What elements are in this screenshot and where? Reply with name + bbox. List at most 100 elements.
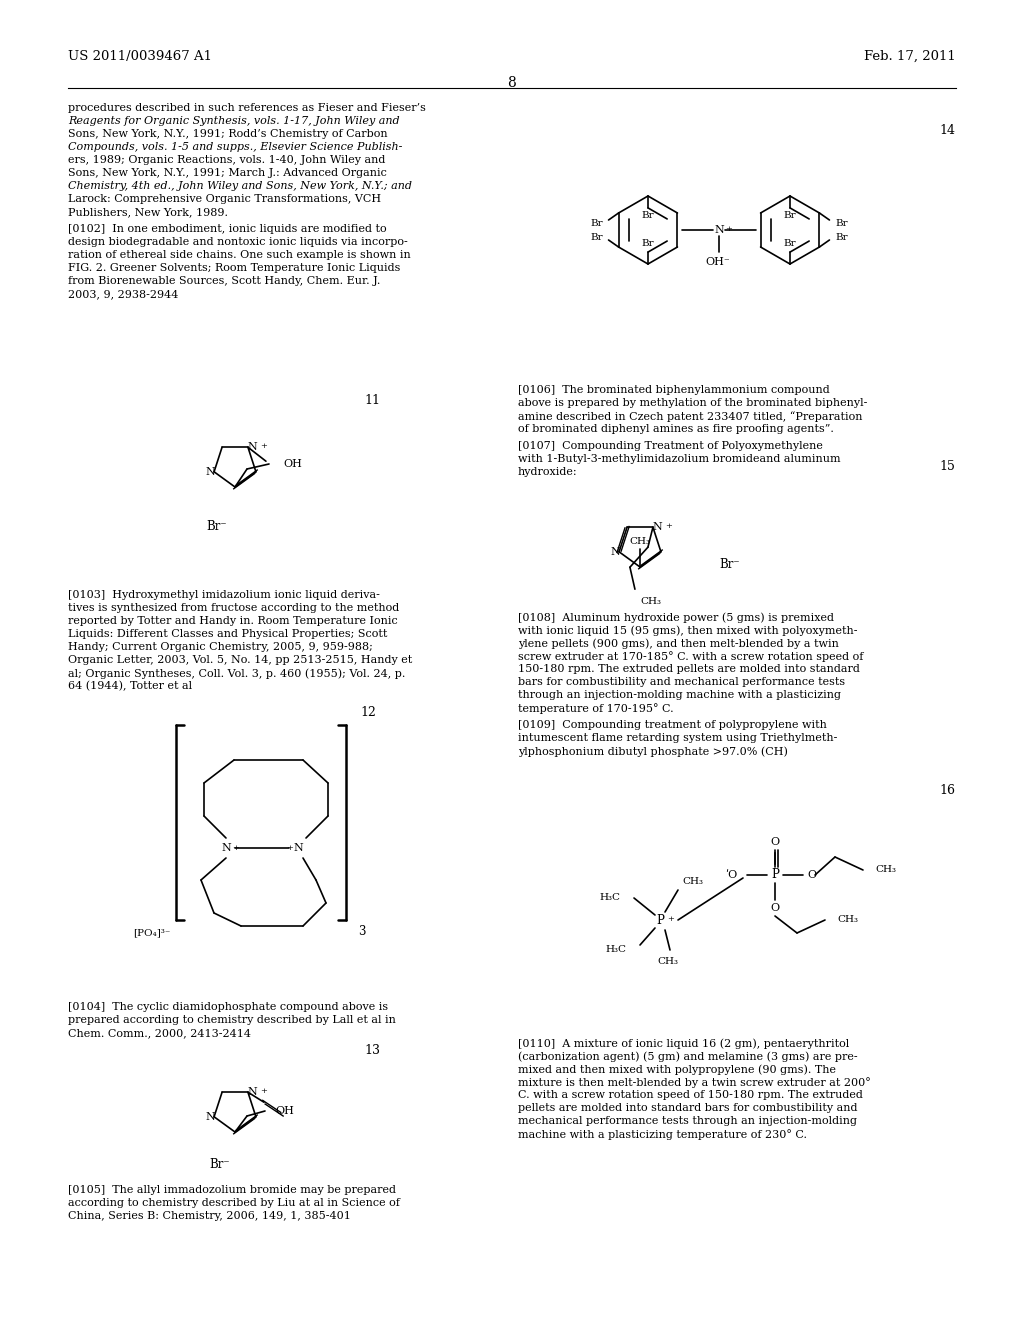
Text: Sons, New York, N.Y., 1991; March J.: Advanced Organic: Sons, New York, N.Y., 1991; March J.: Ad… <box>68 168 387 178</box>
Text: Br: Br <box>836 219 848 227</box>
Text: 150-180 rpm. The extruded pellets are molded into standard: 150-180 rpm. The extruded pellets are mo… <box>518 664 860 675</box>
Text: procedures described in such references as Fieser and Fieser’s: procedures described in such references … <box>68 103 426 114</box>
Text: Compounds, vols. 1-5 and supps., Elsevier Science Publish-: Compounds, vols. 1-5 and supps., Elsevie… <box>68 143 402 152</box>
Text: C. with a screw rotation speed of 150-180 rpm. The extruded: C. with a screw rotation speed of 150-18… <box>518 1090 863 1100</box>
Text: Handy; Current Organic Chemistry, 2005, 9, 959-988;: Handy; Current Organic Chemistry, 2005, … <box>68 642 373 652</box>
Text: Chem. Comm., 2000, 2413-2414: Chem. Comm., 2000, 2413-2414 <box>68 1028 251 1038</box>
Text: 3: 3 <box>358 925 366 939</box>
Text: O: O <box>807 870 816 880</box>
Text: Br: Br <box>783 211 797 220</box>
Text: +: + <box>286 843 293 851</box>
Text: N: N <box>714 224 724 235</box>
Text: [0107]  Compounding Treatment of Polyoxymethylene: [0107] Compounding Treatment of Polyoxym… <box>518 441 823 451</box>
Text: O: O <box>770 903 779 913</box>
Text: N: N <box>205 467 215 477</box>
Text: Sons, New York, N.Y., 1991; Rodd’s Chemistry of Carbon: Sons, New York, N.Y., 1991; Rodd’s Chemi… <box>68 129 388 139</box>
Text: ylphosphonium dibutyl phosphate >97.0% (CH): ylphosphonium dibutyl phosphate >97.0% (… <box>518 746 787 756</box>
Text: +: + <box>665 523 672 531</box>
Text: +: + <box>260 1088 267 1096</box>
Text: [0109]  Compounding treatment of polypropylene with: [0109] Compounding treatment of polyprop… <box>518 719 826 730</box>
Text: al; Organic Syntheses, Coll. Vol. 3, p. 460 (1955); Vol. 24, p.: al; Organic Syntheses, Coll. Vol. 3, p. … <box>68 668 406 678</box>
Text: bars for combustibility and mechanical performance tests: bars for combustibility and mechanical p… <box>518 677 845 686</box>
Text: through an injection-molding machine with a plasticizing: through an injection-molding machine wit… <box>518 690 841 700</box>
Text: [0105]  The allyl immadozolium bromide may be prepared: [0105] The allyl immadozolium bromide ma… <box>68 1185 396 1195</box>
Text: Br: Br <box>642 239 654 248</box>
Text: design biodegradable and nontoxic ionic liquids via incorpo-: design biodegradable and nontoxic ionic … <box>68 238 408 247</box>
Text: N: N <box>610 546 620 557</box>
Text: 64 (1944), Totter et al: 64 (1944), Totter et al <box>68 681 193 692</box>
Text: mechanical performance tests through an injection-molding: mechanical performance tests through an … <box>518 1115 857 1126</box>
Text: 8: 8 <box>508 77 516 90</box>
Text: 12: 12 <box>360 706 376 719</box>
Text: from Biorenewable Sources, Scott Handy, Chem. Eur. J.: from Biorenewable Sources, Scott Handy, … <box>68 276 380 286</box>
Text: [0104]  The cyclic diamidophosphate compound above is: [0104] The cyclic diamidophosphate compo… <box>68 1002 388 1012</box>
Text: CH₃: CH₃ <box>630 536 650 545</box>
Text: N: N <box>652 523 662 532</box>
Text: 2003, 9, 2938-2944: 2003, 9, 2938-2944 <box>68 289 178 300</box>
Text: mixture is then melt-blended by a twin screw extruder at 200°: mixture is then melt-blended by a twin s… <box>518 1077 870 1088</box>
Text: H₃C: H₃C <box>605 945 626 954</box>
Text: [PO₄]³⁻: [PO₄]³⁻ <box>133 928 171 937</box>
Text: temperature of 170-195° C.: temperature of 170-195° C. <box>518 704 674 714</box>
Text: N: N <box>205 1111 215 1122</box>
Text: ers, 1989; Organic Reactions, vols. 1-40, John Wiley and: ers, 1989; Organic Reactions, vols. 1-40… <box>68 154 385 165</box>
Text: Publishers, New York, 1989.: Publishers, New York, 1989. <box>68 207 228 216</box>
Text: [0103]  Hydroxymethyl imidazolium ionic liquid deriva-: [0103] Hydroxymethyl imidazolium ionic l… <box>68 590 380 601</box>
Text: intumescent flame retarding system using Triethylmeth-: intumescent flame retarding system using… <box>518 733 838 743</box>
Text: N: N <box>221 843 230 853</box>
Text: according to chemistry described by Liu at al in Science of: according to chemistry described by Liu … <box>68 1199 400 1208</box>
Text: N: N <box>247 442 257 453</box>
Text: reported by Totter and Handy in. Room Temperature Ionic: reported by Totter and Handy in. Room Te… <box>68 616 397 626</box>
Text: Br⁻: Br⁻ <box>720 558 740 572</box>
Text: CH₃: CH₃ <box>682 878 703 887</box>
Text: with ionic liquid 15 (95 gms), then mixed with polyoxymeth-: with ionic liquid 15 (95 gms), then mixe… <box>518 624 857 635</box>
Text: CH₃: CH₃ <box>640 597 660 606</box>
Text: Feb. 17, 2011: Feb. 17, 2011 <box>864 50 956 63</box>
Text: OH⁻: OH⁻ <box>705 257 730 267</box>
Text: 11: 11 <box>364 393 380 407</box>
Text: FIG. 2. Greener Solvents; Room Temperature Ionic Liquids: FIG. 2. Greener Solvents; Room Temperatu… <box>68 263 400 273</box>
Text: +: + <box>667 915 674 923</box>
Text: Br: Br <box>590 219 603 227</box>
Text: Br⁻: Br⁻ <box>207 520 227 533</box>
Text: above is prepared by methylation of the brominated biphenyl-: above is prepared by methylation of the … <box>518 399 867 408</box>
Text: 13: 13 <box>364 1044 380 1056</box>
Text: China, Series B: Chemistry, 2006, 149, 1, 385-401: China, Series B: Chemistry, 2006, 149, 1… <box>68 1210 351 1221</box>
Text: H₃C: H₃C <box>599 894 620 903</box>
Text: Br⁻: Br⁻ <box>210 1159 230 1172</box>
Text: with 1-Butyl-3-methylimidazolium bromideand aluminum: with 1-Butyl-3-methylimidazolium bromide… <box>518 454 841 465</box>
Text: N: N <box>247 1088 257 1097</box>
Text: pellets are molded into standard bars for combustibility and: pellets are molded into standard bars fo… <box>518 1104 857 1113</box>
Text: mixed and then mixed with polypropylene (90 gms). The: mixed and then mixed with polypropylene … <box>518 1064 836 1074</box>
Text: OH: OH <box>283 459 302 469</box>
Text: P: P <box>656 913 664 927</box>
Text: Br: Br <box>642 211 654 220</box>
Text: ylene pellets (900 gms), and then melt-blended by a twin: ylene pellets (900 gms), and then melt-b… <box>518 638 839 648</box>
Text: amine described in Czech patent 233407 titled, “Preparation: amine described in Czech patent 233407 t… <box>518 411 862 422</box>
Text: Liquids: Different Classes and Physical Properties; Scott: Liquids: Different Classes and Physical … <box>68 630 387 639</box>
Text: P: P <box>771 869 779 882</box>
Text: (carbonization agent) (5 gm) and melamine (3 gms) are pre-: (carbonization agent) (5 gm) and melamin… <box>518 1051 858 1061</box>
Text: 16: 16 <box>939 784 955 796</box>
Text: CH₃: CH₃ <box>874 866 896 874</box>
Text: Br: Br <box>836 232 848 242</box>
Text: [0110]  A mixture of ionic liquid 16 (2 gm), pentaerythritol: [0110] A mixture of ionic liquid 16 (2 g… <box>518 1038 849 1048</box>
Text: Reagents for Organic Synthesis, vols. 1-17, John Wiley and: Reagents for Organic Synthesis, vols. 1-… <box>68 116 399 125</box>
Text: 15: 15 <box>939 461 955 474</box>
Text: +: + <box>232 843 239 851</box>
Text: [0102]  In one embodiment, ionic liquids are modified to: [0102] In one embodiment, ionic liquids … <box>68 224 387 234</box>
Text: hydroxide:: hydroxide: <box>518 467 578 477</box>
Text: US 2011/0039467 A1: US 2011/0039467 A1 <box>68 50 212 63</box>
Text: Chemistry, 4th ed., John Wiley and Sons, New York, N.Y.; and: Chemistry, 4th ed., John Wiley and Sons,… <box>68 181 412 191</box>
Text: +: + <box>725 224 732 234</box>
Text: OH: OH <box>275 1106 294 1115</box>
Text: Larock: Comprehensive Organic Transformations, VCH: Larock: Comprehensive Organic Transforma… <box>68 194 381 205</box>
Text: [0108]  Aluminum hydroxide power (5 gms) is premixed: [0108] Aluminum hydroxide power (5 gms) … <box>518 612 834 623</box>
Text: CH₃: CH₃ <box>837 916 858 924</box>
Text: screw extruder at 170-185° C. with a screw rotation speed of: screw extruder at 170-185° C. with a scr… <box>518 651 863 661</box>
Text: CH₃: CH₃ <box>657 957 679 966</box>
Text: [0106]  The brominated biphenylammonium compound: [0106] The brominated biphenylammonium c… <box>518 385 829 395</box>
Text: prepared according to chemistry described by Lall et al in: prepared according to chemistry describe… <box>68 1015 396 1026</box>
Text: +: + <box>260 442 267 450</box>
Text: tives is synthesized from fructose according to the method: tives is synthesized from fructose accor… <box>68 603 399 612</box>
